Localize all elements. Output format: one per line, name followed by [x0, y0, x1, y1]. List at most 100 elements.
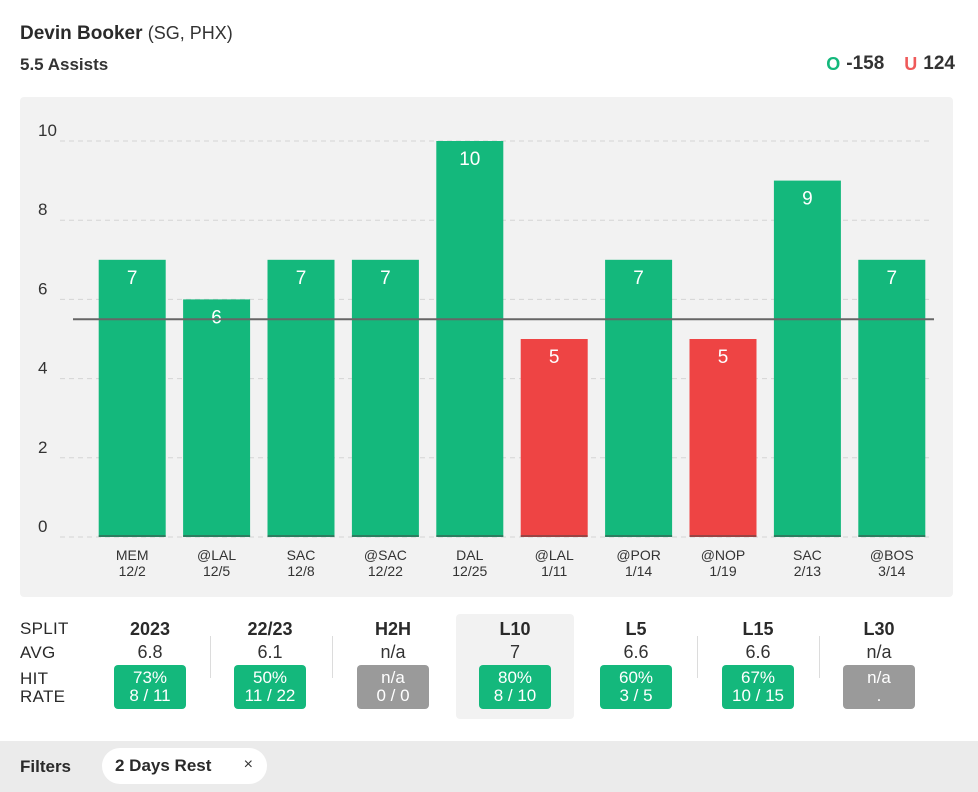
close-icon[interactable]: ×	[243, 756, 253, 773]
hit-rate-percent: 73%	[132, 668, 168, 687]
split-avg: 6.6	[623, 642, 649, 662]
split-avg: 7	[509, 642, 520, 662]
split-avg: 6.6	[745, 642, 771, 662]
x-tick-opponent: @POR	[616, 547, 661, 563]
x-tick-date: 1/14	[625, 563, 652, 579]
x-tick-date: 3/14	[878, 563, 905, 579]
hit-rate-count: 3 / 5	[619, 686, 653, 705]
hit-row-label: HIT	[20, 669, 49, 688]
split-column-l10[interactable]: L10 7 80% 8 / 10	[456, 614, 574, 719]
y-tick-label: 0	[38, 517, 47, 536]
bar-hit	[267, 259, 335, 537]
bar-value-label: 10	[459, 149, 480, 170]
x-tick-date: 1/19	[709, 563, 736, 579]
hit-rate-percent: n/a	[867, 668, 891, 687]
bar-value-label: 7	[633, 268, 644, 289]
bar-hit	[436, 141, 504, 537]
split-column-2023[interactable]: 2023 6.8 73% 8 / 11	[91, 614, 209, 719]
hit-rate-badge: 73% 8 / 11	[114, 665, 186, 709]
over-icon: O	[826, 53, 841, 74]
bar-hit	[858, 259, 926, 537]
bar-value-label: 7	[887, 268, 898, 289]
player-position-team: (SG, PHX)	[147, 23, 233, 43]
bar-baseline	[689, 535, 757, 537]
x-tick-date: 12/8	[287, 563, 314, 579]
y-tick-label: 2	[38, 438, 47, 457]
player-line: Devin Booker (SG, PHX)	[20, 23, 233, 45]
split-row-label: SPLIT	[20, 619, 69, 638]
split-name: L10	[499, 619, 531, 639]
bar-hit	[183, 299, 251, 537]
bar-value-label: 9	[802, 189, 813, 210]
bar-baseline	[773, 535, 841, 537]
filter-chip-days-rest[interactable]: 2 Days Rest ×	[102, 748, 267, 784]
hit-rate-badge: 80% 8 / 10	[479, 665, 551, 709]
bar-baseline	[520, 535, 588, 537]
under-odds[interactable]: 124	[923, 53, 955, 74]
y-tick-label: 4	[38, 359, 47, 378]
bar-value-label: 5	[718, 347, 729, 368]
chart-svg: 02468107MEM12/26@LAL12/57SAC12/87@SAC12/…	[38, 121, 934, 579]
split-name: L30	[863, 619, 895, 639]
hit-rate-count: .	[876, 686, 882, 705]
over-odds[interactable]: -158	[846, 53, 885, 74]
player-name: Devin Booker	[20, 23, 143, 44]
bar-baseline	[436, 535, 504, 537]
split-name: L5	[625, 619, 647, 639]
column-divider	[697, 636, 698, 678]
split-column-l30[interactable]: L30 n/a n/a.	[820, 614, 938, 719]
hit-rate-badge: 50% 11 / 22	[234, 665, 306, 709]
bar-hit	[605, 259, 673, 537]
y-tick-label: 10	[38, 121, 57, 140]
column-divider	[210, 636, 211, 678]
split-column-l15[interactable]: L15 6.6 67% 10 / 15	[699, 614, 817, 719]
x-tick-opponent: @BOS	[870, 547, 914, 563]
prop-header: Devin Booker (SG, PHX) 5.5 Assists O -15…	[20, 20, 955, 80]
bar-baseline	[98, 535, 166, 537]
split-column-2223[interactable]: 22/23 6.1 50% 11 / 22	[211, 614, 329, 719]
bar-baseline	[351, 535, 419, 537]
x-tick-opponent: @SAC	[364, 547, 407, 563]
hit-rate-count: 0 / 0	[376, 686, 410, 705]
column-divider	[818, 636, 820, 678]
bar-miss	[520, 339, 588, 537]
x-tick-opponent: SAC	[287, 547, 316, 563]
bar-value-label: 7	[127, 268, 138, 289]
hit-rate-percent: 67%	[740, 668, 776, 687]
hit-rate-badge: 67% 10 / 15	[722, 665, 794, 709]
prop-market: 5.5 Assists	[20, 55, 109, 74]
x-tick-date: 1/11	[541, 563, 567, 579]
hit-rate-badge: 60% 3 / 5	[600, 665, 672, 709]
split-column-h2h[interactable]: H2H n/a n/a 0 / 0	[334, 614, 452, 719]
column-divider	[331, 636, 333, 678]
bar-baseline	[267, 535, 335, 537]
game-log-chart: 0 2 4 6 8 10 7 MEM 12/2 6 @LAL 12/5 7 SAC 12/8 7 @SAC 12/…	[20, 97, 953, 597]
bar-hit	[773, 180, 841, 537]
x-tick-opponent: MEM	[116, 547, 149, 563]
filter-chip-label: 2 Days Rest	[115, 756, 212, 775]
hit-rate-percent: n/a	[381, 668, 405, 687]
bar-baseline	[183, 535, 251, 537]
bar-baseline	[605, 535, 673, 537]
x-tick-opponent: SAC	[793, 547, 822, 563]
hit-rate-count: 11 / 22	[244, 686, 296, 705]
filters-label: Filters	[20, 757, 72, 776]
hit-rate-count: 10 / 15	[732, 686, 784, 705]
x-tick-opponent: @LAL	[197, 547, 236, 563]
y-tick-label: 6	[38, 279, 47, 298]
x-tick-opponent: @LAL	[535, 547, 574, 563]
split-avg: n/a	[866, 642, 892, 662]
bar-hit	[351, 259, 419, 537]
split-column-l5[interactable]: L5 6.6 60% 3 / 5	[577, 614, 695, 719]
split-avg: 6.1	[257, 642, 283, 662]
split-name: 22/23	[247, 619, 293, 639]
x-tick-date: 2/13	[794, 563, 821, 579]
hit-rate-percent: 50%	[252, 668, 288, 687]
rate-row-label: RATE	[20, 687, 66, 706]
bar-value-label: 7	[296, 268, 307, 289]
x-tick-opponent: @NOP	[701, 547, 746, 563]
split-avg: 6.8	[137, 642, 163, 662]
bar-hit	[98, 259, 166, 537]
hit-rate-badge: n/a 0 / 0	[357, 665, 429, 709]
hit-rate-percent: 80%	[497, 668, 533, 687]
